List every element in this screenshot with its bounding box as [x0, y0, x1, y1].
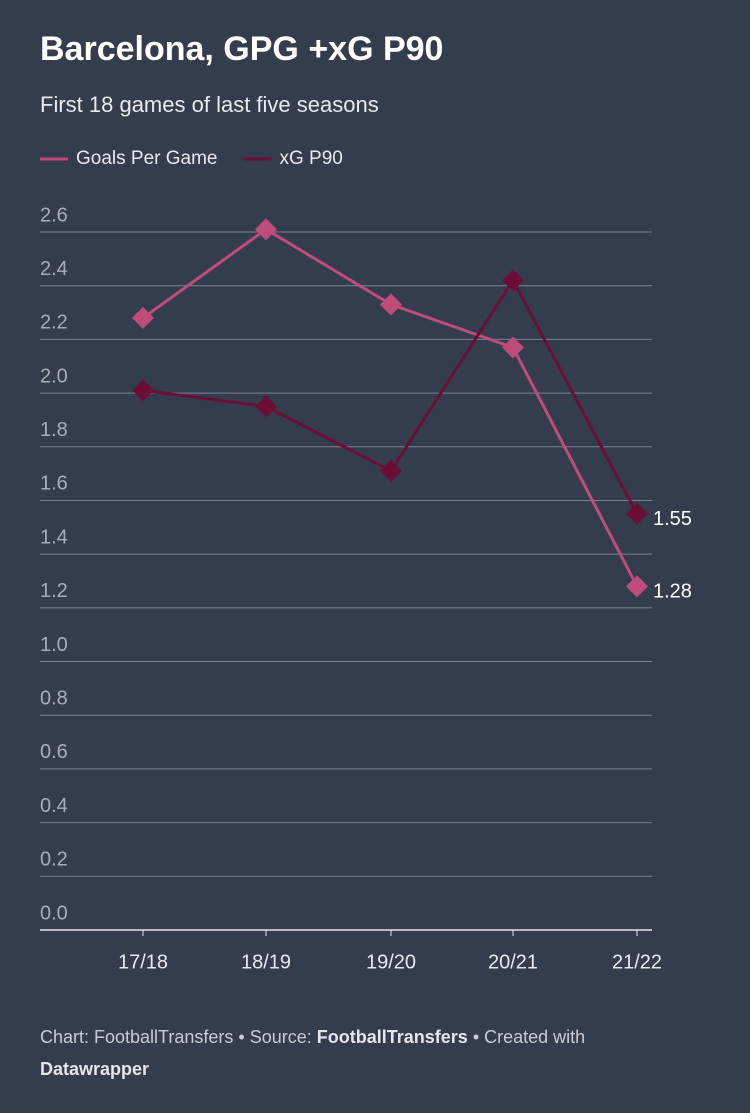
y-tick-label: 0.2 — [40, 849, 68, 871]
y-tick-label: 1.8 — [40, 419, 68, 441]
x-tick-label: 17/18 — [118, 951, 168, 973]
footer-tool: Datawrapper — [40, 1059, 150, 1079]
y-tick-label: 0.4 — [40, 795, 68, 817]
x-tick-label: 19/20 — [366, 951, 416, 973]
y-tick-label: 1.6 — [40, 473, 68, 495]
y-tick-label: 0.6 — [40, 741, 68, 763]
point-marker — [502, 269, 524, 292]
y-tick-label: 2.2 — [40, 312, 68, 334]
point-marker — [132, 379, 154, 402]
y-tick-label: 2.4 — [40, 258, 68, 280]
value-label: 1.28 — [653, 581, 692, 603]
series-line — [142, 227, 639, 588]
footer-source-label: Source: — [249, 1027, 312, 1047]
y-tick-label: 1.2 — [40, 580, 68, 602]
footer-created: Created with — [484, 1027, 586, 1047]
x-tick-label: 20/21 — [488, 951, 538, 973]
point-marker — [626, 502, 648, 525]
point-marker — [132, 306, 154, 329]
point-marker — [380, 459, 402, 482]
point-marker — [255, 395, 277, 418]
chart-subtitle: First 18 games of last five seasons — [40, 92, 379, 117]
value-label: 1.55 — [653, 508, 692, 530]
x-tick-label: 18/19 — [241, 951, 291, 973]
chart: Barcelona, GPG +xG P90 First 18 games of… — [40, 30, 692, 973]
point-marker — [626, 575, 648, 598]
y-tick-label: 1.0 — [40, 634, 68, 656]
chart-title: Barcelona, GPG +xG P90 — [40, 30, 443, 68]
footer: Chart: FootballTransfers • Source: Footb… — [40, 1027, 586, 1079]
y-tick-label: 2.0 — [40, 365, 68, 387]
point-marker — [502, 336, 524, 359]
y-tick-label: 0.8 — [40, 688, 68, 710]
y-tick-label: 1.4 — [40, 526, 68, 548]
footer-source: FootballTransfers — [316, 1027, 468, 1047]
legend-label: Goals Per Game — [76, 148, 218, 169]
legend-label: xG P90 — [280, 148, 343, 169]
x-tick-label: 21/22 — [612, 951, 662, 973]
footer-chart: Chart: FootballTransfers — [40, 1027, 234, 1047]
point-marker — [380, 293, 402, 316]
y-tick-label: 2.6 — [40, 204, 68, 226]
point-marker — [255, 218, 277, 241]
y-tick-label: 0.0 — [40, 902, 68, 924]
